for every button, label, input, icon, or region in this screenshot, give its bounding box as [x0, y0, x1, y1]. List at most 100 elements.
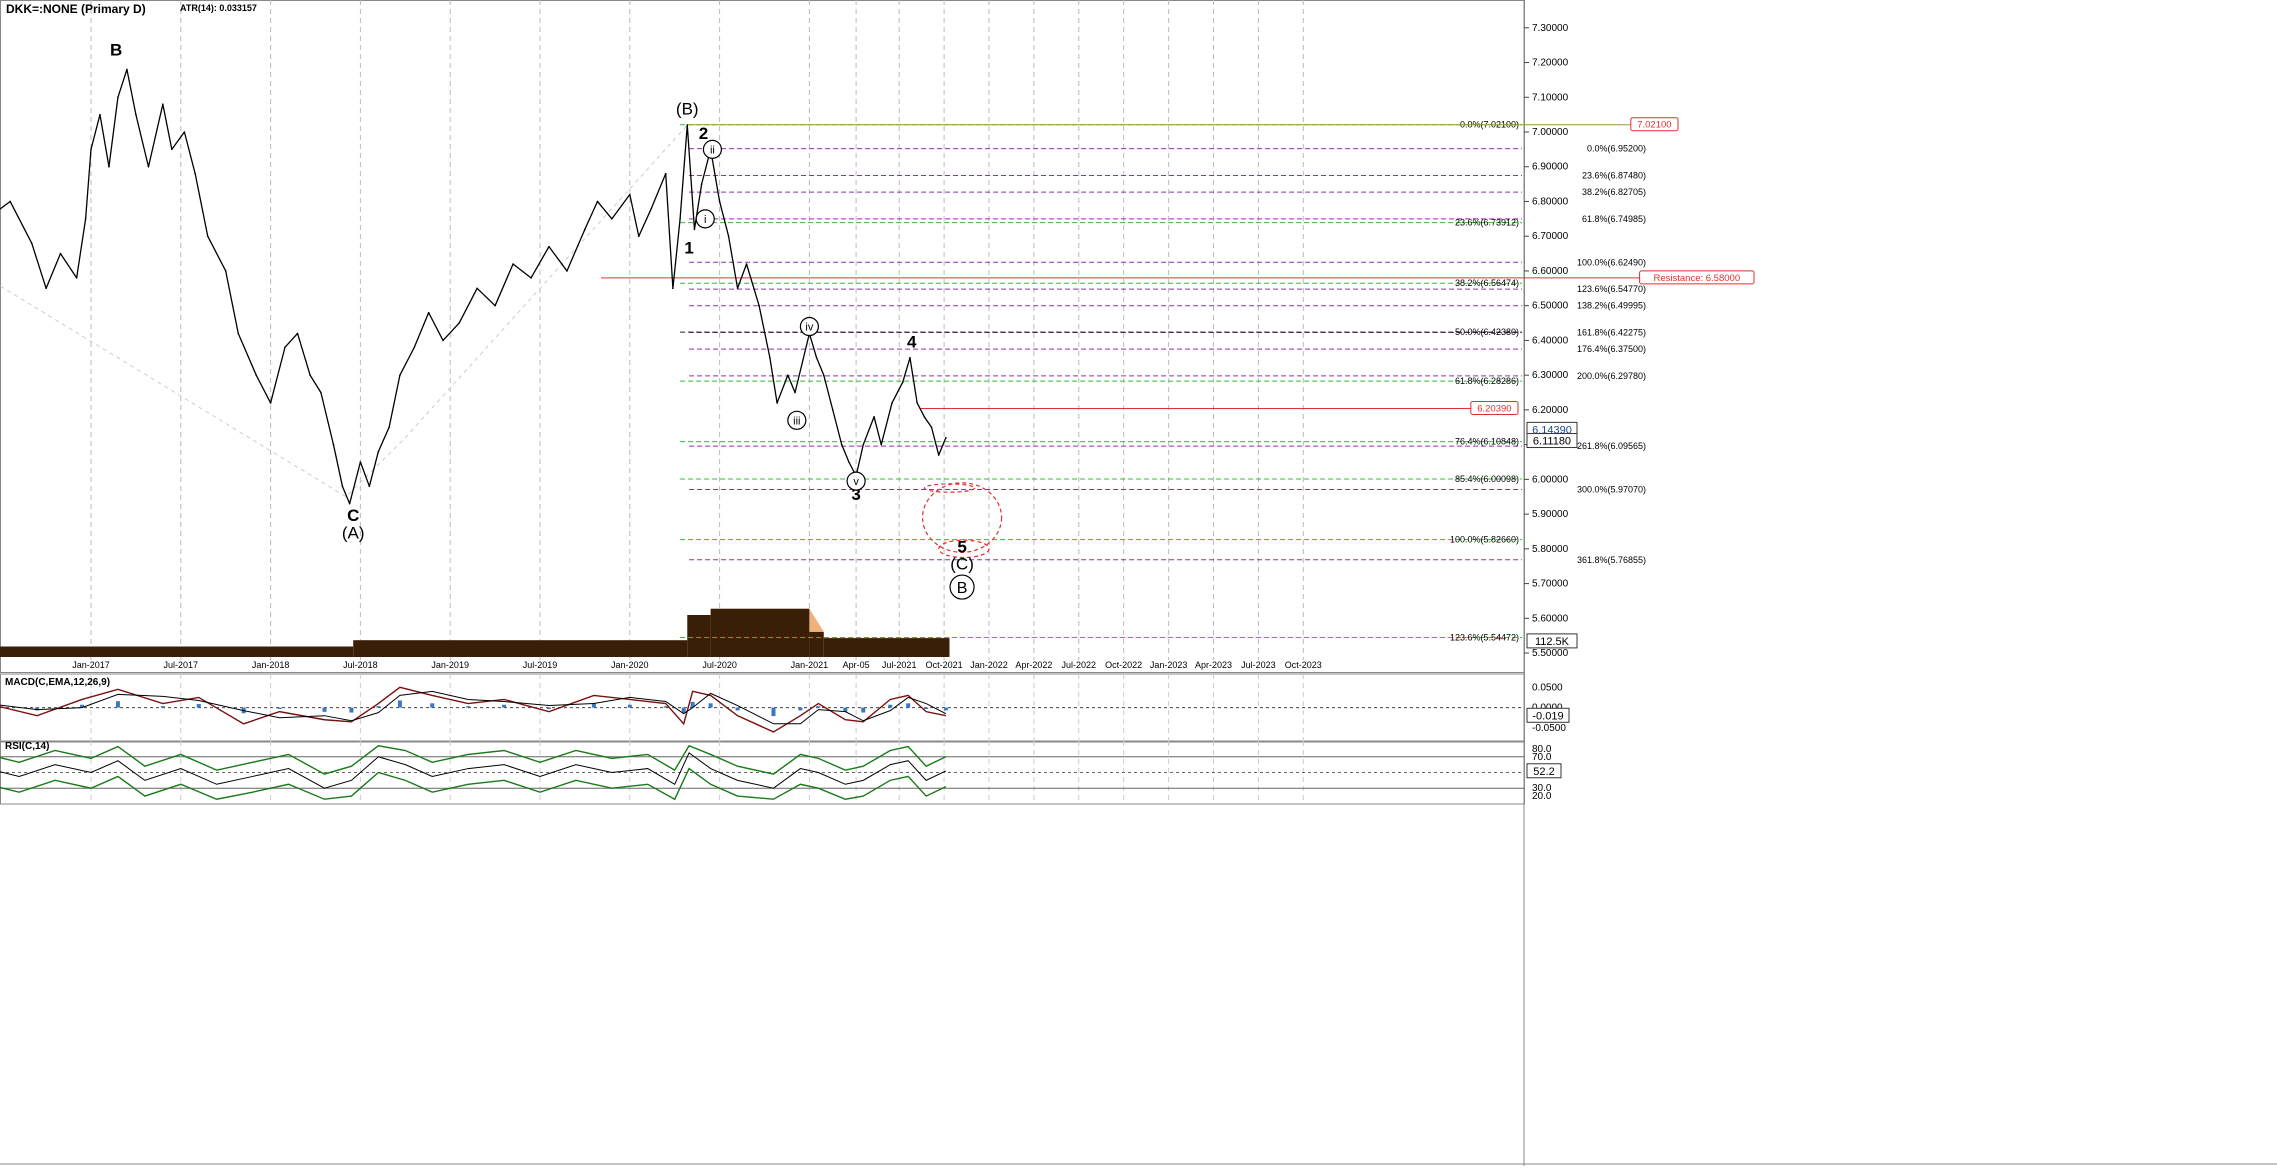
price-point: [224, 270, 227, 272]
price-point: [269, 402, 272, 404]
price-point: [637, 235, 640, 238]
rsi-tick-label: 20.0: [1532, 791, 1552, 802]
price-point: [650, 207, 653, 210]
axis-value-label: 6.11180: [1533, 436, 1571, 448]
wave-circle-label: v: [853, 476, 859, 488]
date-tick-label: Apr-05: [843, 660, 870, 670]
price-tick-label: 6.50000: [1532, 301, 1569, 312]
date-tick-label: Jul-2022: [1062, 660, 1097, 670]
wave-circle-label: iv: [805, 322, 813, 334]
fib-level-label: 161.8%(6.42275): [1577, 328, 1646, 338]
axis-value-box: [1526, 633, 1578, 649]
rsi-value-label: 52.2: [1533, 766, 1554, 778]
price-tick-label: 5.50000: [1532, 648, 1569, 659]
wave-circle: [695, 209, 715, 229]
wave-circle-label: ii: [710, 144, 715, 156]
price-point: [320, 391, 322, 394]
macd-histogram-bar: [115, 701, 120, 708]
rsi-title: RSI(C,14): [5, 741, 49, 752]
volume-layer: [0, 608, 950, 657]
fib-right-label: 100.0%(5.82660): [1450, 535, 1519, 545]
price-point: [359, 461, 362, 463]
wave-label: 5: [957, 537, 966, 556]
price-point: [664, 172, 667, 175]
fib-level-label: 61.8%(6.74985): [1582, 214, 1646, 224]
wave-circle: [949, 574, 975, 600]
fib-level-label: 200.0%(6.29780): [1577, 371, 1646, 381]
price-point: [679, 218, 681, 220]
volume-shade: [809, 608, 824, 632]
axis-layer: Jan-2017 Jul-2017 Jan-2018 Jul-2018 Jan-2019…: [72, 23, 1578, 670]
price-point: [891, 402, 893, 404]
wave-circle-label: B: [957, 580, 968, 597]
date-tick-label: Jul-2021: [882, 660, 917, 670]
price-point: [75, 277, 78, 279]
price-tick-label: 5.70000: [1532, 579, 1569, 590]
rsi-tick-label: 70.0: [1532, 752, 1552, 763]
price-point: [566, 270, 568, 272]
macd-histogram-bar: [627, 704, 632, 708]
date-tick-label: Jan-2020: [611, 660, 649, 670]
wave-circle-label: i: [704, 214, 706, 226]
date-tick-label: Apr-2023: [1195, 660, 1232, 670]
fib-level-label: 361.8%(5.76855): [1577, 555, 1646, 565]
price-point: [162, 103, 164, 106]
volume-bar: [353, 640, 688, 657]
macd-histogram-bar: [690, 701, 695, 708]
symbol-title: DKK=:NONE (Primary D): [6, 2, 146, 16]
target-ellipse: [923, 483, 976, 493]
rsi-tick-label: 80.0: [1532, 744, 1552, 755]
wave-label: (B): [676, 100, 699, 119]
price-point: [909, 356, 911, 359]
price-point: [930, 426, 933, 429]
price-point: [923, 416, 926, 418]
date-tick-label: Jan-2023: [1150, 660, 1188, 670]
date-tick-label: Oct-2023: [1285, 660, 1322, 670]
price-point: [822, 374, 825, 376]
price-point: [296, 332, 299, 335]
price-point: [700, 183, 703, 185]
date-tick-label: Jan-2022: [970, 660, 1008, 670]
wave-label: (C): [950, 555, 974, 574]
date-tick-label: Jul-2018: [343, 660, 378, 670]
price-point: [171, 148, 173, 151]
price-point: [848, 461, 850, 463]
price-tag-label: Resistance: 6.58000: [1653, 273, 1740, 284]
price-point: [880, 443, 883, 446]
price-point: [916, 402, 918, 404]
price-tick-label: 7.30000: [1532, 23, 1569, 34]
fib-right-label: 85.4%(6.00098): [1455, 474, 1519, 484]
price-point: [840, 443, 843, 446]
price-point: [126, 68, 128, 71]
price-point: [255, 374, 258, 376]
rsi-tick-label: 30.0: [1532, 783, 1552, 794]
macd-histogram-bar: [546, 707, 551, 709]
price-point: [147, 165, 150, 168]
date-tick-label: Jul-2019: [523, 660, 558, 670]
price-tick-label: 5.80000: [1532, 544, 1569, 555]
price-point: [206, 235, 209, 238]
price-tick-label: 6.90000: [1532, 162, 1569, 173]
price-point: [194, 172, 196, 175]
macd-signal-line: [0, 690, 947, 725]
trend-diagonal: [0, 124, 688, 498]
macd-value-label: -0.019: [1532, 710, 1563, 722]
macd-histogram-bar: [681, 707, 686, 714]
price-point: [377, 450, 380, 453]
wave-circle: [702, 139, 723, 159]
wave-circle-label: iii: [793, 415, 800, 427]
price-point: [494, 304, 496, 307]
fib-level-label: 261.8%(6.09565): [1577, 441, 1646, 451]
volume-bar: [0, 646, 354, 657]
macd-title: MACD(C,EMA,12,26,9): [5, 677, 110, 688]
price-point: [736, 287, 739, 290]
price-point: [686, 124, 689, 126]
price-point: [458, 322, 460, 324]
wave-circle: [846, 471, 866, 491]
axis-value-label: 112.5K: [1535, 636, 1570, 648]
fib-level-label: 100.0%(6.62490): [1577, 257, 1646, 267]
